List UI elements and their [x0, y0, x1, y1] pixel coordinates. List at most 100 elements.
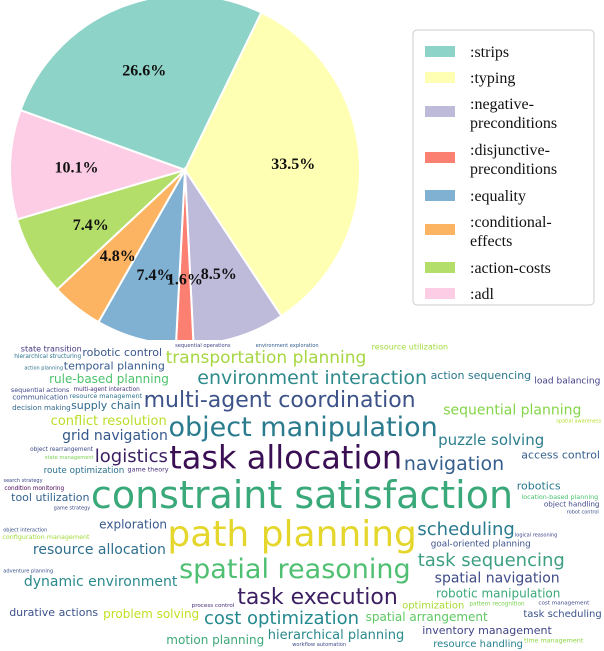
pie-slice-typing: [183, 11, 361, 318]
legend-swatch-conditional-effects: [425, 224, 455, 235]
cloud-word: state management: [45, 455, 94, 461]
cloud-word: load balancing: [534, 377, 600, 387]
cloud-word: communication: [12, 392, 68, 401]
pie-percent-labels: 26.6%33.5%8.5%1.6%7.4%4.8%7.4%10.1%: [55, 62, 316, 288]
cloud-word: constraint satisfaction: [91, 473, 513, 517]
cloud-word: workflow automation: [292, 642, 346, 648]
cloud-word: problem solving: [103, 607, 199, 621]
legend-label-disjunctive-preconditions: :disjunctive-preconditions: [470, 142, 557, 178]
cloud-word: dynamic environment: [24, 574, 178, 590]
cloud-word: sequential operations: [175, 343, 231, 349]
cloud-word: object handling: [544, 499, 600, 508]
cloud-word: sequential planning: [443, 403, 581, 419]
legend-label-negative-preconditions: :negative-preconditions: [470, 96, 557, 132]
legend-label-typing: :typing: [470, 70, 515, 87]
cloud-word: configuration management: [2, 533, 90, 541]
cloud-word: object interaction: [3, 527, 47, 533]
legend-swatch-disjunctive-preconditions: [425, 152, 455, 163]
cloud-word: multi-agent interaction: [74, 387, 141, 393]
cloud-word: logical reasoning: [515, 532, 557, 538]
cloud-word: robot control: [567, 509, 599, 515]
cloud-word: robotics: [517, 480, 561, 493]
cloud-word: spatial awareness: [556, 419, 601, 425]
cloud-word: transportation planning: [166, 348, 367, 368]
cloud-word: spatial reasoning: [179, 554, 411, 585]
cloud-word: spatial arrangement: [366, 610, 488, 624]
legend-label-strips: :strips: [470, 44, 509, 61]
legend-swatch-equality: [425, 190, 455, 201]
cloud-word: inventory management: [422, 624, 552, 637]
cloud-word: object rearrangement: [30, 447, 94, 453]
cloud-word: spatial navigation: [435, 570, 560, 586]
cloud-word: temporal planning: [64, 359, 165, 372]
legend-label-conditional-effects: :conditional-effects: [470, 214, 552, 250]
cloud-word: action planning: [24, 365, 63, 371]
cloud-word: hierarchical structuring: [14, 354, 81, 360]
cloud-word: time management: [524, 636, 584, 644]
pie-slice-strips: [19, 0, 263, 172]
cloud-word: task sequencing: [418, 550, 565, 571]
cloud-word: pattern recognition: [469, 601, 525, 607]
cloud-word: sequential actions: [11, 386, 70, 394]
cloud-word: task scheduling: [523, 609, 601, 620]
legend: :strips :typing :negative-preconditions :di…: [412, 29, 595, 306]
cloud-word: task execution: [237, 585, 398, 610]
legend-frame: [412, 29, 595, 306]
cloud-word: goal-oriented planning: [431, 540, 531, 550]
cloud-word: cost optimization: [204, 608, 359, 629]
cloud-word: scheduling: [417, 519, 514, 540]
legend-label-adl: :adl: [470, 286, 495, 303]
cloud-word: resource utilization: [372, 343, 448, 352]
cloud-word: durative actions: [9, 606, 98, 619]
pie-label-strips: 26.6%: [122, 62, 166, 79]
pie-slice-disjunctive-preconditions: [175, 169, 195, 340]
cloud-word: supply chain: [71, 399, 141, 412]
pie-label-disjunctive-preconditions: 1.6%: [167, 271, 203, 288]
cloud-word: state transition: [21, 344, 82, 353]
cloud-word: search strategy: [3, 478, 42, 484]
pie-label-negative-preconditions: 8.5%: [201, 266, 237, 283]
cloud-word: logistics: [95, 446, 168, 467]
cloud-word: conflict resolution: [51, 414, 167, 429]
legend-swatch-action-costs: [425, 262, 455, 273]
cloud-word: resource handling: [433, 639, 523, 650]
legend-label-equality: :equality: [470, 188, 526, 205]
cloud-word: motion planning: [166, 633, 264, 647]
cloud-word: task allocation: [169, 439, 402, 477]
cloud-word: game theory: [128, 465, 169, 473]
pie-label-adl: 10.1%: [55, 160, 99, 177]
cloud-word: action sequencing: [431, 369, 532, 382]
cloud-word: path planning: [167, 514, 417, 555]
cloud-word: robotic control: [82, 346, 162, 359]
cloud-word: hierarchical planning: [268, 628, 405, 643]
cloud-word: optimization: [402, 600, 464, 611]
pie-label-equality: 7.4%: [137, 267, 173, 284]
cloud-word: exploration: [99, 518, 167, 532]
cloud-word: multi-agent coordination: [144, 388, 416, 413]
legend-swatch-negative-preconditions: [425, 106, 455, 117]
cloud-word: access control: [521, 448, 600, 461]
cloud-word: condition monitoring: [4, 486, 64, 492]
cloud-word: resource management: [70, 392, 143, 400]
pie-label-conditional-effects: 4.8%: [100, 248, 136, 265]
cloud-word: navigation: [404, 453, 504, 475]
cloud-word: resource allocation: [33, 542, 166, 558]
pie-label-action-costs: 7.4%: [73, 217, 109, 234]
pie-slice-negative-preconditions: [183, 166, 283, 340]
pie-label-typing: 33.5%: [271, 156, 315, 173]
cloud-word: tool utilization: [11, 491, 89, 504]
cloud-word: robotic manipulation: [436, 587, 560, 601]
cloud-word: environment interaction: [197, 367, 427, 389]
cloud-word: rule-based planning: [49, 372, 169, 386]
cloud-word: decision making: [12, 403, 71, 412]
cloud-word: grid navigation: [62, 428, 168, 444]
pie-chart: 26.6%33.5%8.5%1.6%7.4%4.8%7.4%10.1% :str…: [9, 0, 595, 340]
pie-slice-adl: [9, 108, 189, 221]
legend-swatch-adl: [425, 288, 455, 299]
cloud-word: environment exploration: [256, 343, 319, 349]
cloud-word: game strategy: [54, 505, 91, 511]
cloud-word: puzzle solving: [438, 431, 544, 449]
pie-slices: [9, 0, 361, 340]
cloud-word: adventure planning: [3, 568, 53, 574]
